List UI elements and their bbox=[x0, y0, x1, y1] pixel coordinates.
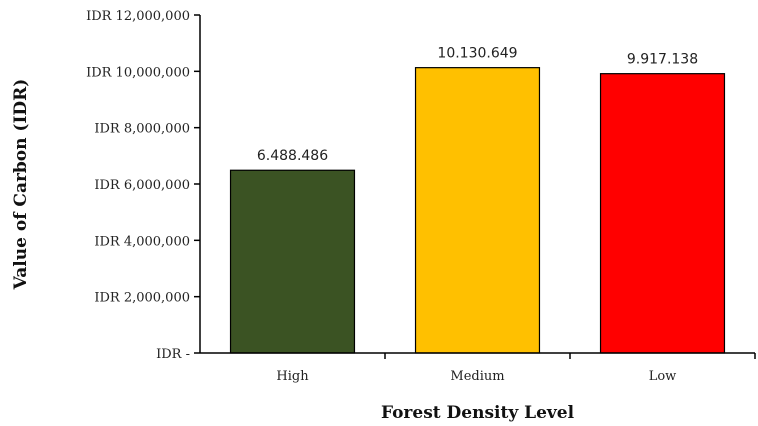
y-axis-ticks: IDR - IDR 2,000,000 IDR 4,000,000 IDR 6,000… bbox=[86, 9, 200, 362]
y-axis-title: Value of Carbon (IDR) bbox=[11, 79, 31, 291]
x-axis-ticks: High Medium Low bbox=[276, 353, 756, 384]
x-tick-label: Medium bbox=[450, 369, 504, 384]
x-tick-label: Low bbox=[649, 369, 677, 384]
bar-medium bbox=[414, 67, 541, 354]
y-tick-label: IDR 12,000,000 bbox=[86, 9, 190, 24]
data-label-high: 6.488.486 bbox=[257, 148, 328, 164]
data-label-medium: 10.130.649 bbox=[437, 46, 517, 62]
bar-low bbox=[599, 73, 726, 354]
y-tick-label: IDR 2,000,000 bbox=[94, 291, 190, 306]
y-tick-label: IDR 10,000,000 bbox=[86, 65, 190, 80]
bar-high bbox=[229, 169, 356, 354]
y-tick-label: IDR 4,000,000 bbox=[94, 234, 190, 249]
data-labels: 6.488.486 10.130.649 9.917.138 bbox=[257, 46, 698, 165]
data-label-low: 9.917.138 bbox=[627, 52, 698, 68]
bars bbox=[229, 67, 726, 354]
x-tick-label: High bbox=[276, 369, 309, 384]
y-tick-label: IDR - bbox=[156, 347, 190, 362]
x-axis-title: Forest Density Level bbox=[381, 403, 575, 423]
y-tick-label: IDR 8,000,000 bbox=[94, 122, 190, 137]
y-tick-label: IDR 6,000,000 bbox=[94, 178, 190, 193]
